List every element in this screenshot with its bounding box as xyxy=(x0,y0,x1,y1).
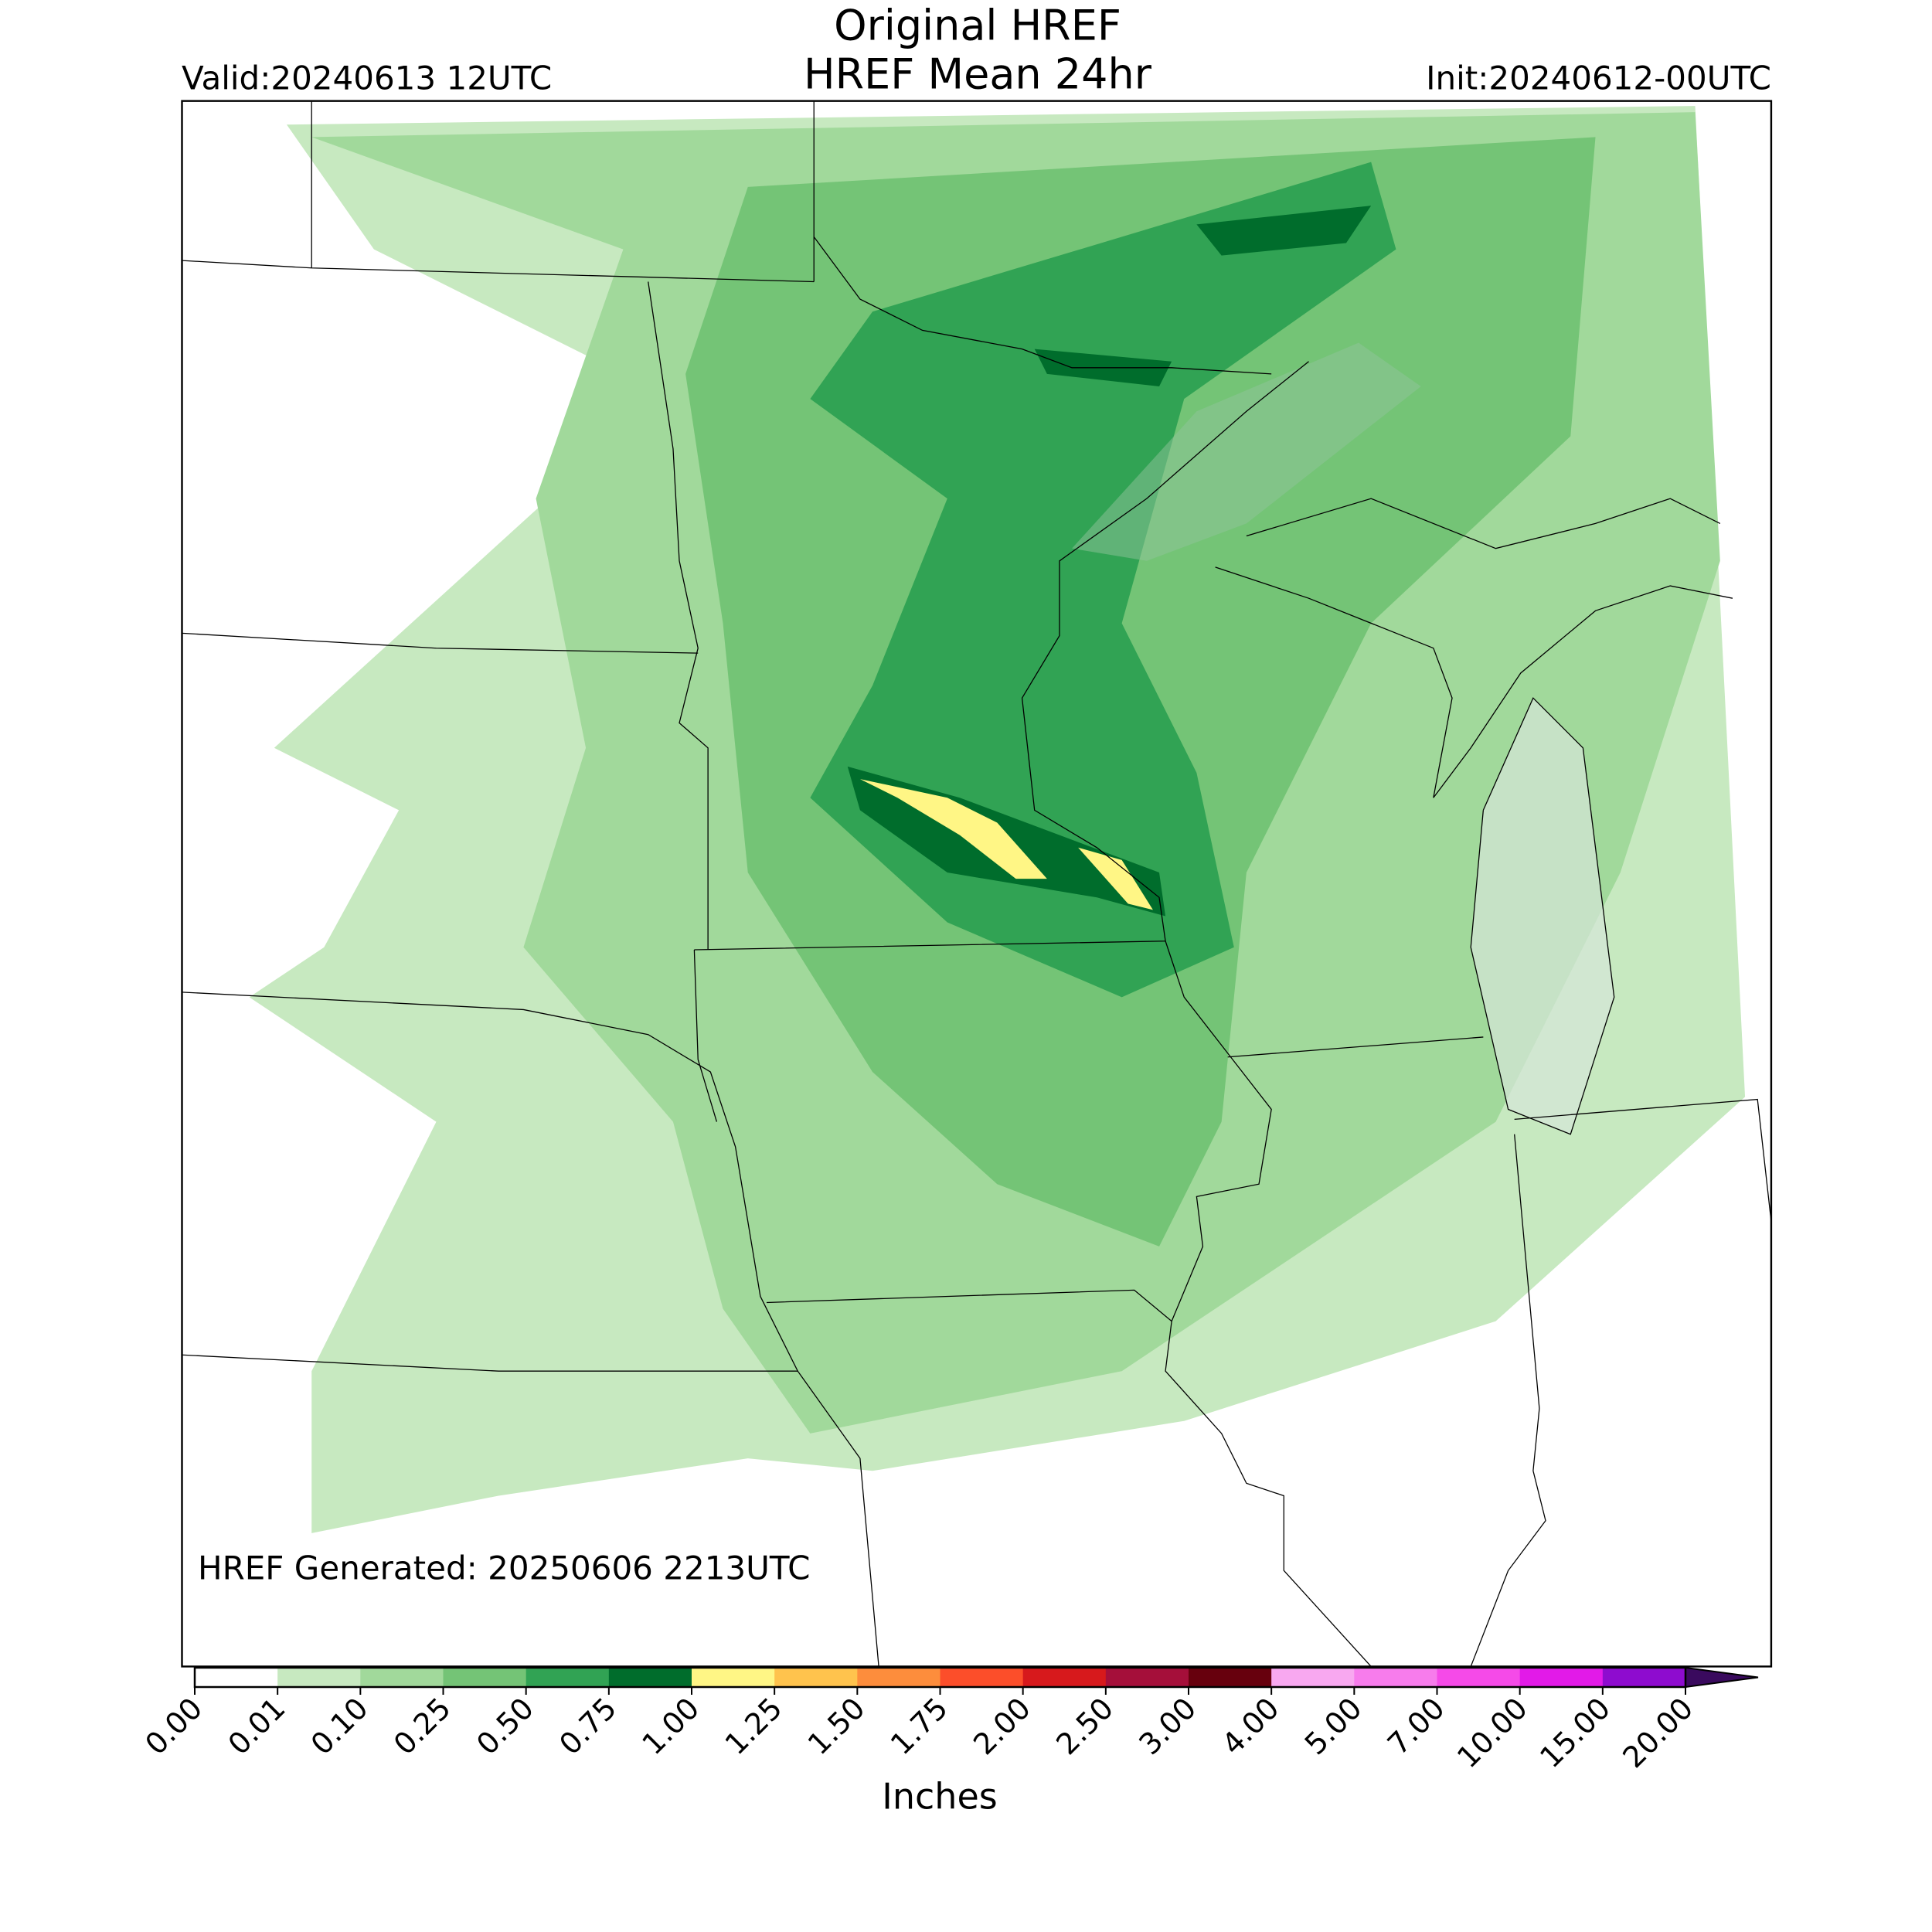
colorbar-segment xyxy=(940,1668,1024,1687)
colorbar-segment xyxy=(1602,1668,1686,1687)
border xyxy=(766,1289,1372,1667)
colorbar-segment xyxy=(1022,1668,1107,1687)
colorbar-segment xyxy=(1354,1668,1437,1687)
colorbar-segment xyxy=(692,1668,775,1687)
border xyxy=(1165,940,1272,1321)
colorbar-segment xyxy=(1105,1668,1189,1687)
border xyxy=(182,1354,798,1372)
map xyxy=(181,100,1773,1668)
title: HREF Mean 24hr xyxy=(804,50,1152,99)
colorbar-label: Inches xyxy=(882,1776,997,1818)
colorbar-segment xyxy=(277,1668,361,1687)
colorbar-segment xyxy=(360,1668,444,1687)
border xyxy=(1246,498,1721,549)
colorbar-segment xyxy=(1271,1668,1355,1687)
border xyxy=(648,281,709,951)
colorbar-segment xyxy=(443,1668,527,1687)
precip-field xyxy=(182,100,1771,1667)
precip-area xyxy=(1078,847,1153,910)
colorbar-segment xyxy=(774,1668,858,1687)
colorbar-segment xyxy=(1437,1668,1521,1687)
colorbar-segment xyxy=(1189,1668,1272,1687)
annotation: HREF Generated: 20250606 2213UTC xyxy=(198,1549,810,1587)
border xyxy=(1215,566,1733,798)
border xyxy=(1470,1134,1546,1667)
init-time: Init:20240612-00UTC xyxy=(1426,60,1771,97)
border xyxy=(182,992,879,1667)
precip-area xyxy=(859,779,1047,879)
precip-area xyxy=(1196,206,1372,256)
colorbar-segment xyxy=(526,1668,610,1687)
border xyxy=(694,361,1309,951)
border xyxy=(1514,1098,1771,1222)
border xyxy=(813,236,1272,375)
map-frame xyxy=(181,100,1773,1668)
title: Original HREF xyxy=(834,2,1121,50)
border xyxy=(1227,1036,1484,1058)
valid-time: Valid:20240613 12UTC xyxy=(182,60,552,97)
lake xyxy=(1072,342,1421,561)
border xyxy=(693,950,718,1122)
colorbar-segment xyxy=(195,1668,278,1687)
border xyxy=(182,632,699,654)
colorbar-segment xyxy=(608,1668,692,1687)
colorbar-segment xyxy=(1519,1668,1604,1687)
lake xyxy=(1471,698,1614,1134)
lake-outline xyxy=(1470,697,1615,1135)
colorbar-segment xyxy=(857,1668,940,1687)
precip-area xyxy=(810,162,1396,998)
